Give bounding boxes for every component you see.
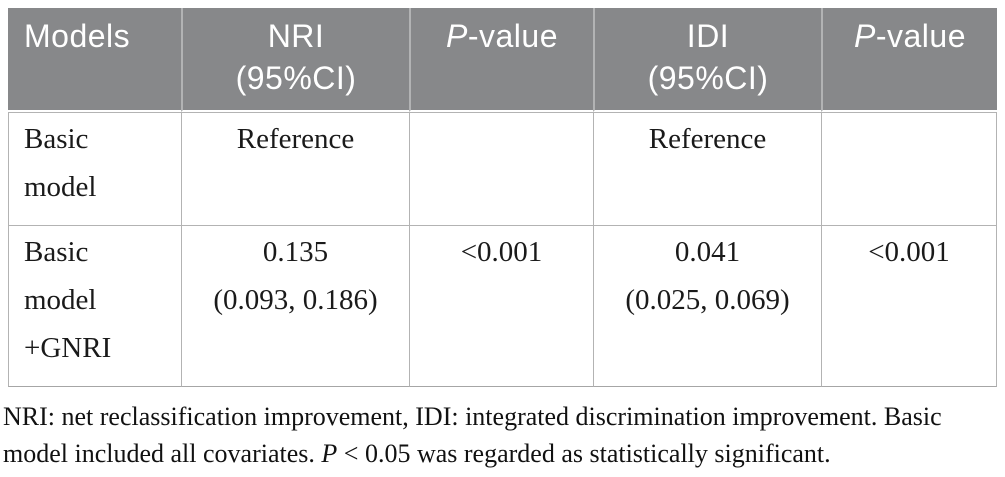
pvalue-idi: <0.001 — [868, 236, 950, 268]
italic-p: P — [854, 18, 876, 54]
model-name-line: Basic — [24, 123, 89, 155]
idi-value: 0.041 — [674, 236, 741, 268]
header-label: Models — [24, 18, 131, 54]
nri-ci: (0.093, 0.186) — [213, 284, 378, 316]
idi-ci: (0.025, 0.069) — [625, 284, 790, 316]
table-header: Models NRI (95%CI) P-value IDI (95%CI) P… — [8, 8, 997, 112]
cell-nri-value: Reference — [181, 112, 409, 226]
col-header-idi: IDI (95%CI) — [593, 8, 821, 112]
header-label: P-value — [411, 15, 593, 57]
cell-idi-value: Reference — [593, 112, 821, 226]
footnote-line-2-end: < 0.05 was regarded as statistically sig… — [337, 439, 831, 468]
table-row-basic-model: Basic model Reference Reference — [8, 112, 997, 226]
model-name-line: +GNRI — [24, 332, 112, 364]
header-sublabel: (95%CI) — [647, 60, 769, 96]
header-row: Models NRI (95%CI) P-value IDI (95%CI) P… — [8, 8, 997, 112]
table-body: Basic model Reference Reference Ba — [8, 112, 997, 387]
footnote-line-1: NRI: net reclassification improvement, I… — [3, 402, 942, 431]
col-header-pvalue-nri: P-value — [409, 8, 593, 112]
nri-value: 0.135 — [262, 236, 329, 268]
header-label-rest: -value — [875, 18, 966, 54]
col-header-models: Models — [8, 8, 181, 112]
model-name-line: model — [24, 284, 97, 316]
cell-model-name: Basic model +GNRI — [8, 226, 181, 387]
header-label: IDI — [686, 18, 730, 54]
table-footnote: NRI: net reclassification improvement, I… — [3, 398, 1003, 472]
nri-value: Reference — [236, 123, 355, 155]
col-header-nri: NRI (95%CI) — [181, 8, 409, 112]
model-name-line: Basic — [24, 236, 89, 268]
cell-pvalue-nri — [409, 112, 593, 226]
italic-p: P — [321, 439, 338, 468]
cell-pvalue-nri: <0.001 — [409, 226, 593, 387]
model-name-line: model — [24, 171, 97, 203]
footnote-line-2-start: model included all covariates. — [3, 439, 322, 468]
cell-model-name: Basic model — [8, 112, 181, 226]
table-container: Models NRI (95%CI) P-value IDI (95%CI) P… — [8, 8, 997, 387]
cell-idi-value: 0.041 (0.025, 0.069) — [593, 226, 821, 387]
idi-value: Reference — [648, 123, 767, 155]
cell-pvalue-idi: <0.001 — [821, 226, 997, 387]
header-label-rest: -value — [467, 18, 558, 54]
italic-p: P — [446, 18, 468, 54]
col-header-pvalue-idi: P-value — [821, 8, 997, 112]
header-label: P-value — [823, 15, 997, 57]
cell-pvalue-idi — [821, 112, 997, 226]
reclassification-results-table: Models NRI (95%CI) P-value IDI (95%CI) P… — [8, 8, 997, 387]
pvalue-nri: <0.001 — [460, 236, 543, 268]
header-label: NRI — [267, 18, 325, 54]
table-row-basic-model-gnri: Basic model +GNRI 0.135 (0.093, 0.186) <… — [8, 226, 997, 387]
header-sublabel: (95%CI) — [235, 60, 357, 96]
cell-nri-value: 0.135 (0.093, 0.186) — [181, 226, 409, 387]
